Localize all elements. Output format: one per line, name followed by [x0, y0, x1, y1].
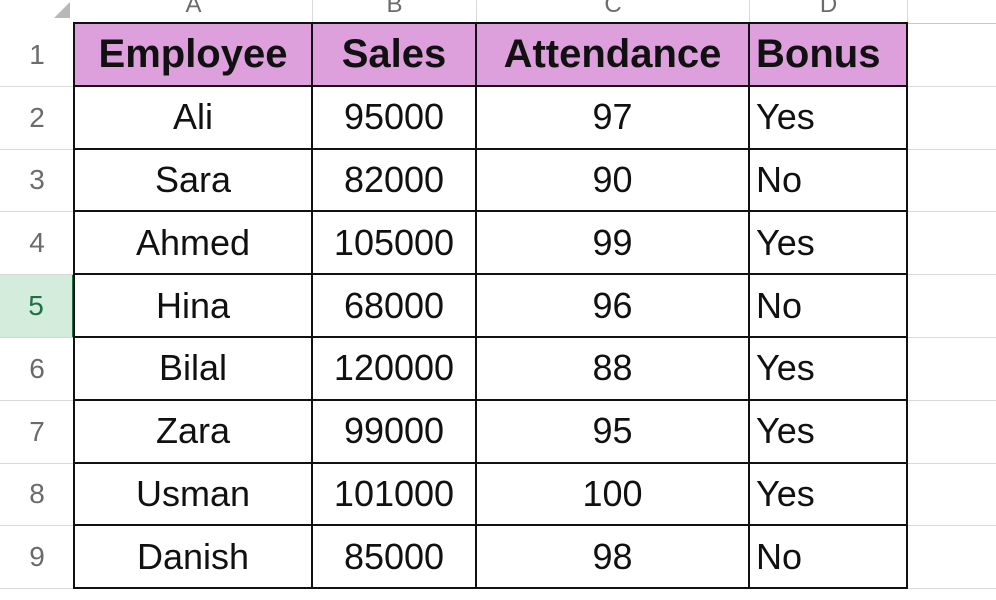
- row-header[interactable]: 3: [0, 149, 75, 213]
- table-cell[interactable]: Yes: [750, 400, 908, 464]
- column-header[interactable]: D: [750, 0, 908, 24]
- table-cell[interactable]: 68000: [313, 275, 477, 338]
- table-cell[interactable]: Zara: [75, 400, 313, 464]
- table-cell[interactable]: 95000: [313, 86, 477, 150]
- column-header[interactable]: B: [313, 0, 477, 24]
- empty-cell[interactable]: [908, 338, 996, 401]
- table-cell[interactable]: 96: [477, 275, 750, 338]
- header-cell[interactable]: Employee: [75, 24, 313, 87]
- table-cell[interactable]: 85000: [313, 526, 477, 590]
- table-cell[interactable]: 120000: [313, 338, 477, 401]
- table-cell[interactable]: 100: [477, 463, 750, 527]
- table-cell[interactable]: 90: [477, 149, 750, 213]
- table-cell[interactable]: Sara: [75, 149, 313, 213]
- table-cell[interactable]: Usman: [75, 463, 313, 527]
- table-cell[interactable]: Hina: [75, 275, 313, 338]
- table-cell[interactable]: 99000: [313, 400, 477, 464]
- table-cell[interactable]: No: [750, 526, 908, 590]
- header-cell[interactable]: Bonus: [750, 24, 908, 87]
- row-header[interactable]: 6: [0, 338, 75, 401]
- table-cell[interactable]: Yes: [750, 338, 908, 401]
- empty-cell[interactable]: [908, 24, 996, 87]
- table-cell[interactable]: 95: [477, 400, 750, 464]
- row-header[interactable]: 9: [0, 526, 75, 590]
- row-header[interactable]: 1: [0, 24, 75, 87]
- table-cell[interactable]: Ali: [75, 86, 313, 150]
- table-cell[interactable]: 105000: [313, 212, 477, 276]
- table-cell[interactable]: Yes: [750, 212, 908, 276]
- empty-cell[interactable]: [908, 401, 996, 464]
- header-cell[interactable]: Attendance: [477, 24, 750, 87]
- table-cell[interactable]: 97: [477, 86, 750, 150]
- row-header[interactable]: 2: [0, 86, 75, 150]
- table-cell[interactable]: Yes: [750, 463, 908, 527]
- row-header[interactable]: 4: [0, 212, 75, 276]
- table-cell[interactable]: 99: [477, 212, 750, 276]
- empty-cell[interactable]: [908, 275, 996, 338]
- column-header[interactable]: A: [75, 0, 313, 24]
- row-header[interactable]: 8: [0, 463, 75, 527]
- table-cell[interactable]: Bilal: [75, 338, 313, 401]
- empty-cell[interactable]: [908, 150, 996, 213]
- column-header[interactable]: C: [477, 0, 750, 24]
- table-cell[interactable]: Ahmed: [75, 212, 313, 276]
- table-cell[interactable]: No: [750, 149, 908, 213]
- row-header[interactable]: 7: [0, 400, 75, 464]
- empty-cell[interactable]: [908, 464, 996, 527]
- select-all-corner[interactable]: [0, 0, 75, 22]
- table-cell[interactable]: Yes: [750, 86, 908, 150]
- table-cell[interactable]: 88: [477, 338, 750, 401]
- empty-cell[interactable]: [908, 212, 996, 276]
- table-cell[interactable]: 98: [477, 526, 750, 590]
- table-cell[interactable]: No: [750, 275, 908, 338]
- table-cell[interactable]: Danish: [75, 526, 313, 590]
- empty-cell[interactable]: [908, 87, 996, 150]
- table-cell[interactable]: 82000: [313, 149, 477, 213]
- table-cell[interactable]: 101000: [313, 463, 477, 527]
- header-cell[interactable]: Sales: [313, 24, 477, 87]
- empty-cell[interactable]: [908, 526, 996, 590]
- column-header[interactable]: E: [908, 0, 996, 24]
- row-header[interactable]: 5: [0, 275, 75, 338]
